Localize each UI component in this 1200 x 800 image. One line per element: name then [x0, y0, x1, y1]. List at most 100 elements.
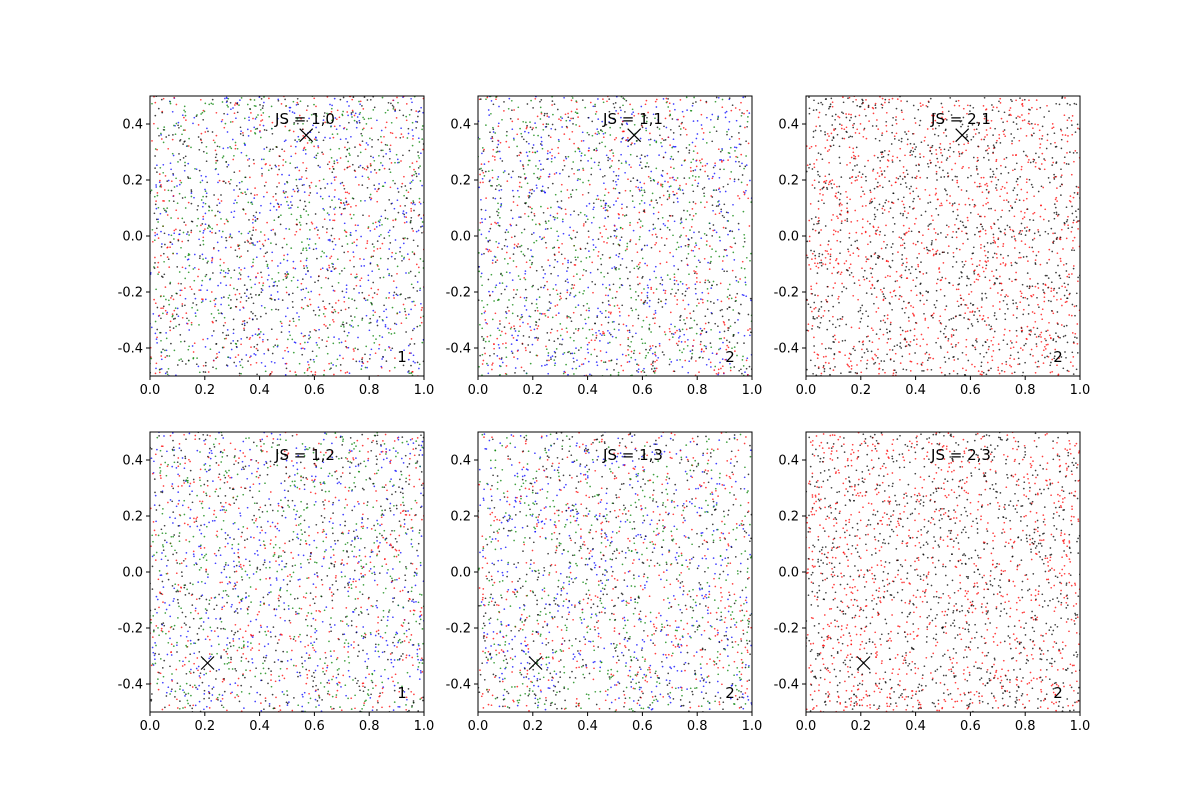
scatter-point [308, 117, 310, 120]
scatter-point [634, 358, 637, 361]
scatter-point [384, 209, 387, 212]
scatter-point [551, 154, 553, 157]
scatter-point [630, 356, 633, 359]
scatter-point [950, 334, 953, 336]
scatter-point [371, 146, 373, 148]
scatter-point [540, 112, 543, 115]
scatter-point [721, 365, 724, 368]
scatter-point [840, 124, 843, 127]
scatter-point [263, 234, 266, 236]
scatter-point [808, 147, 811, 150]
scatter-point [535, 269, 538, 272]
scatter-point [747, 313, 750, 316]
scatter-point [607, 159, 609, 162]
scatter-point [497, 208, 500, 211]
scatter-point [743, 193, 746, 196]
scatter-point [260, 291, 263, 294]
scatter-point [338, 238, 341, 240]
scatter-point [188, 329, 191, 331]
scatter-point [749, 334, 751, 337]
scatter-point [695, 212, 697, 215]
scatter-point [243, 292, 246, 295]
scatter-point [181, 303, 184, 305]
scatter-point [693, 96, 695, 99]
scatter-point [346, 149, 349, 151]
scatter-point [223, 126, 226, 129]
scatter-point [265, 146, 268, 149]
scatter-point [710, 328, 712, 331]
scatter-point [421, 138, 424, 140]
scatter-point [479, 323, 481, 326]
scatter-point [352, 213, 355, 216]
scatter-point [202, 371, 205, 373]
scatter-point [243, 327, 245, 330]
scatter-point [608, 360, 610, 362]
scatter-point [411, 144, 414, 147]
scatter-point [671, 332, 673, 335]
scatter-point [617, 174, 620, 177]
scatter-point [262, 282, 265, 284]
scatter-point [362, 362, 365, 365]
scatter-point [597, 250, 600, 253]
scatter-point [840, 127, 843, 130]
scatter-point [263, 306, 266, 309]
scatter-point [638, 211, 641, 214]
scatter-point [308, 337, 310, 340]
scatter-point [523, 277, 526, 279]
scatter-point [818, 111, 821, 114]
scatter-point [837, 295, 840, 298]
scatter-point [204, 298, 207, 301]
scatter-point [529, 315, 532, 318]
scatter-point [743, 237, 746, 240]
scatter-point [609, 289, 611, 291]
scatter-point [641, 167, 643, 170]
scatter-point [220, 303, 222, 306]
scatter-point [406, 253, 409, 255]
scatter-point [603, 241, 605, 243]
scatter-point [895, 132, 898, 135]
scatter-point [328, 161, 331, 163]
scatter-point [613, 320, 615, 323]
scatter-point [701, 158, 703, 160]
scatter-point [162, 307, 164, 309]
scatter-point [270, 298, 273, 301]
scatter-point [270, 294, 273, 296]
scatter-point [319, 166, 321, 168]
scatter-point [677, 201, 679, 203]
scatter-point [160, 132, 162, 135]
scatter-point [499, 205, 502, 208]
scatter-point [254, 128, 257, 130]
scatter-point [345, 288, 348, 290]
scatter-point [554, 362, 557, 365]
scatter-point [268, 115, 271, 118]
scatter-point [252, 218, 254, 221]
scatter-point [408, 258, 411, 261]
scatter-point [169, 100, 172, 103]
scatter-point [378, 268, 380, 271]
scatter-point [313, 103, 315, 106]
scatter-point [510, 99, 513, 102]
scatter-point [255, 275, 257, 278]
scatter-point [381, 358, 383, 360]
scatter-point [658, 128, 661, 130]
scatter-point [554, 283, 557, 286]
scatter-point [169, 102, 172, 105]
scatter-point [742, 245, 745, 248]
scatter-point [550, 328, 553, 331]
scatter-point [246, 321, 249, 324]
scatter-point [715, 189, 718, 191]
scatter-point [702, 356, 704, 359]
scatter-point [694, 169, 697, 171]
scatter-point [630, 340, 633, 343]
scatter-point [335, 128, 338, 131]
scatter-point [177, 217, 179, 220]
scatter-point [696, 272, 698, 275]
scatter-point [331, 199, 333, 202]
scatter-point [395, 117, 398, 119]
scatter-point [222, 324, 225, 327]
scatter-point [373, 246, 375, 248]
scatter-point [706, 308, 709, 311]
scatter-point [817, 294, 819, 297]
scatter-point [572, 287, 575, 289]
scatter-point [515, 293, 517, 296]
